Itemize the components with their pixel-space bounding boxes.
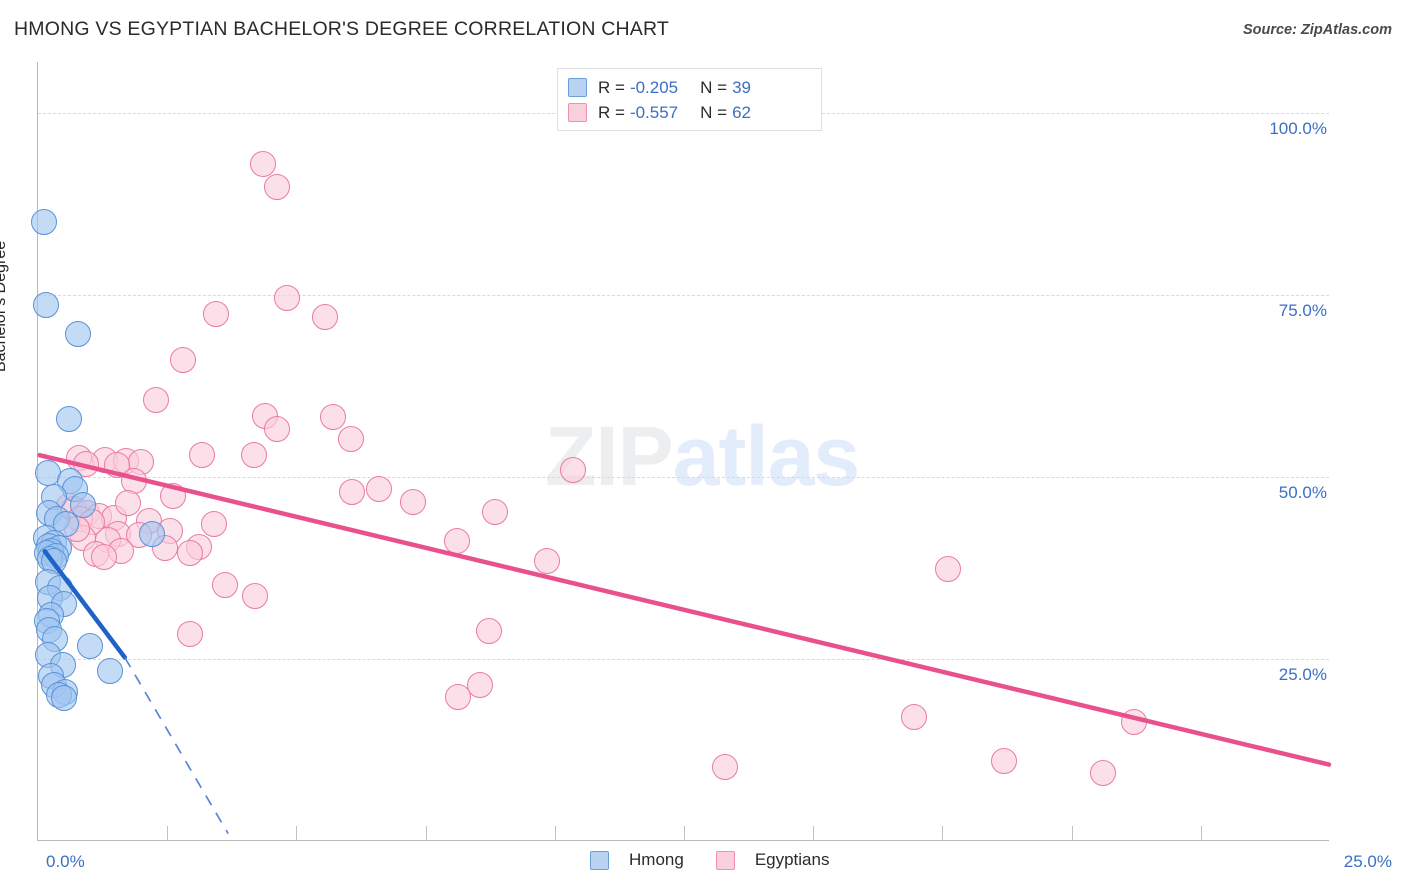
- data-point-egyptians[interactable]: [241, 442, 268, 469]
- data-point-hmong[interactable]: [31, 209, 58, 236]
- stats-row-hmong: R = -0.205 N = 39: [568, 75, 811, 100]
- egyptians-legend-label: Egyptians: [754, 850, 830, 869]
- hmong-n-label: N =: [700, 77, 728, 97]
- data-point-hmong[interactable]: [138, 520, 165, 547]
- hmong-n-value: 39: [732, 77, 751, 97]
- data-point-egyptians[interactable]: [475, 618, 502, 645]
- data-point-egyptians[interactable]: [339, 478, 366, 505]
- data-point-egyptians[interactable]: [900, 704, 927, 731]
- y-tick-label: 50.0%: [1278, 482, 1327, 502]
- data-point-hmong[interactable]: [32, 292, 59, 319]
- hmong-color-swatch: [568, 78, 587, 97]
- egyptians-r-label: R =: [598, 102, 625, 122]
- data-point-hmong[interactable]: [65, 321, 92, 348]
- data-point-egyptians[interactable]: [263, 415, 290, 442]
- plot-area: 25.0% 50.0% 75.0% 100.0%: [31, 62, 1329, 841]
- page-title: HMONG VS EGYPTIAN BACHELOR'S DEGREE CORR…: [14, 18, 670, 40]
- data-point-egyptians[interactable]: [559, 456, 586, 483]
- data-point-egyptians[interactable]: [263, 174, 290, 201]
- x-tick-mark: [167, 826, 169, 840]
- hmong-r-label: R =: [598, 77, 625, 97]
- x-axis-min-label: 0.0%: [46, 852, 85, 871]
- y-tick-label: 100.0%: [1269, 118, 1327, 138]
- legend-item-egyptians[interactable]: Egyptians: [715, 850, 830, 870]
- data-point-egyptians[interactable]: [319, 404, 346, 431]
- data-point-egyptians[interactable]: [466, 672, 493, 699]
- data-point-egyptians[interactable]: [443, 528, 470, 555]
- series-legend: Hmong Egyptians: [590, 850, 829, 870]
- hmong-legend-swatch: [590, 850, 609, 870]
- data-point-egyptians[interactable]: [169, 347, 196, 374]
- hmong-r-value: -0.205: [629, 77, 679, 97]
- egyptians-n-label: N =: [700, 102, 728, 122]
- data-point-egyptians[interactable]: [366, 475, 393, 502]
- data-point-egyptians[interactable]: [534, 548, 561, 575]
- data-point-egyptians[interactable]: [934, 555, 961, 582]
- y-axis-title: Bachelor's Degree: [0, 240, 9, 372]
- data-point-hmong[interactable]: [97, 657, 124, 684]
- data-point-egyptians[interactable]: [991, 747, 1018, 774]
- source-attribution: Source: ZipAtlas.com: [1242, 22, 1392, 38]
- correlation-stats-legend: R = -0.205 N = 39 R = -0.557 N = 62: [557, 68, 822, 131]
- x-tick-mark: [425, 826, 427, 840]
- x-tick-mark: [554, 826, 556, 840]
- data-point-egyptians[interactable]: [444, 683, 471, 710]
- data-point-egyptians[interactable]: [274, 284, 301, 311]
- data-point-egyptians[interactable]: [177, 539, 204, 566]
- data-point-hmong[interactable]: [76, 632, 103, 659]
- x-tick-mark: [1200, 826, 1202, 840]
- data-point-egyptians[interactable]: [142, 386, 169, 413]
- data-point-egyptians[interactable]: [337, 426, 364, 453]
- data-point-egyptians[interactable]: [203, 300, 230, 327]
- gridline-y-50: [38, 476, 1329, 478]
- gridline-y-25: [38, 658, 1329, 660]
- x-tick-mark: [684, 826, 685, 840]
- data-point-egyptians[interactable]: [200, 510, 227, 537]
- x-axis-max-label: 25.0%: [1343, 852, 1392, 871]
- y-tick-label: 25.0%: [1278, 664, 1327, 684]
- data-point-egyptians[interactable]: [160, 482, 187, 509]
- data-point-hmong[interactable]: [56, 405, 82, 432]
- egyptians-legend-swatch: [715, 850, 735, 870]
- data-point-egyptians[interactable]: [115, 490, 142, 517]
- x-tick-mark: [1071, 826, 1073, 840]
- egyptians-n-value: 62: [732, 102, 751, 122]
- gridline-y-75: [38, 294, 1329, 296]
- data-point-egyptians[interactable]: [1120, 708, 1147, 735]
- egyptians-r-value: -0.557: [629, 102, 679, 122]
- data-point-egyptians[interactable]: [482, 498, 509, 525]
- data-point-egyptians[interactable]: [242, 583, 269, 610]
- data-point-hmong[interactable]: [50, 685, 77, 712]
- data-point-egyptians[interactable]: [712, 753, 739, 780]
- data-point-egyptians[interactable]: [399, 488, 426, 515]
- x-tick-mark: [813, 826, 815, 840]
- x-tick-mark: [296, 826, 298, 840]
- y-tick-label: 75.0%: [1278, 300, 1327, 320]
- egyptians-color-swatch: [568, 103, 587, 122]
- data-point-egyptians[interactable]: [189, 442, 216, 469]
- x-tick-mark: [942, 826, 944, 840]
- data-point-egyptians[interactable]: [91, 544, 118, 571]
- data-point-egyptians[interactable]: [311, 303, 338, 330]
- data-point-egyptians[interactable]: [249, 150, 276, 177]
- hmong-legend-label: Hmong: [629, 850, 684, 869]
- data-point-egyptians[interactable]: [177, 621, 204, 648]
- legend-item-hmong[interactable]: Hmong: [590, 850, 684, 870]
- data-point-egyptians[interactable]: [212, 571, 239, 598]
- data-point-egyptians[interactable]: [1089, 759, 1116, 786]
- stats-row-egyptians: R = -0.557 N = 62: [568, 100, 811, 125]
